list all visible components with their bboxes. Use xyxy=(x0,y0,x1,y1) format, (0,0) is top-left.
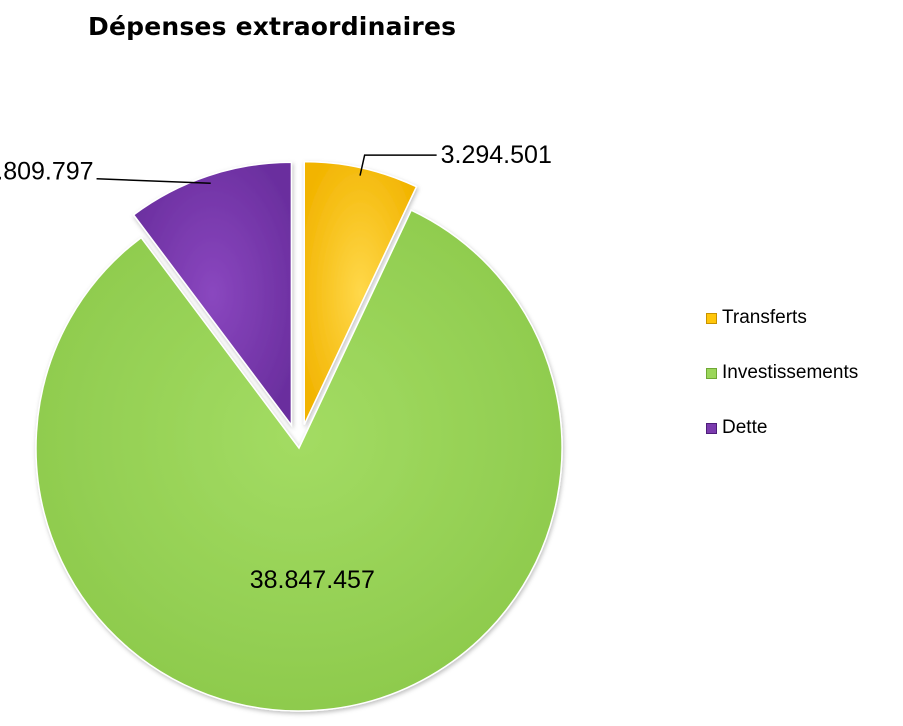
legend-item-dette: Dette xyxy=(706,414,858,442)
leader-line-transferts xyxy=(359,154,437,176)
chart-title: Dépenses extraordinaires xyxy=(88,12,457,41)
pie-slice-investissements xyxy=(35,209,563,712)
legend-item-investissements: Investissements xyxy=(706,359,858,387)
data-label-dette: 4.809.797 xyxy=(0,158,94,186)
data-label-transferts: 3.294.501 xyxy=(441,141,552,169)
legend-label-dette: Dette xyxy=(722,417,768,438)
data-label-investissements: 38.847.457 xyxy=(250,566,375,594)
legend-swatch-dette-icon xyxy=(706,422,717,434)
legend-item-transferts: Transferts xyxy=(706,304,858,332)
legend-label-transferts: Transferts xyxy=(722,307,807,328)
legend-swatch-transferts-icon xyxy=(706,312,717,324)
legend-swatch-investissements-icon xyxy=(706,367,717,379)
leader-line-dette xyxy=(96,177,211,184)
chart-legend: Transferts Investissements Dette xyxy=(706,304,858,469)
pie-slice-dette xyxy=(132,161,293,428)
legend-label-investissements: Investissements xyxy=(722,362,859,383)
